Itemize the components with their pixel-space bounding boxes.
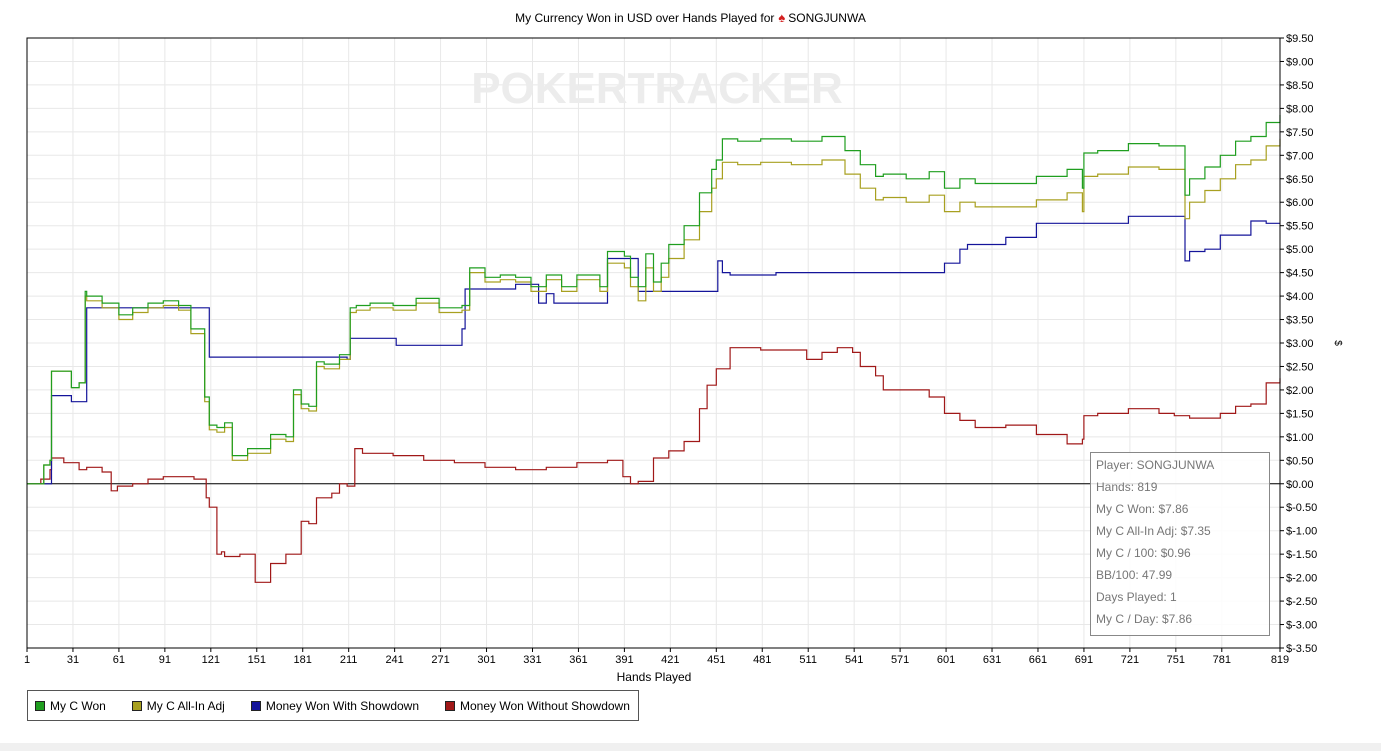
chart-title-text: My Currency Won in USD over Hands Played… [515, 11, 775, 25]
grid [26, 37, 1281, 649]
legend-item: Money Won With Showdown [250, 698, 420, 713]
y-tick-label: $-3.00 [1286, 620, 1317, 632]
x-tick-label: 121 [202, 654, 220, 666]
x-tick-label: 481 [753, 654, 771, 666]
x-tick-label: 541 [845, 654, 863, 666]
y-tick-label: $4.00 [1286, 291, 1314, 303]
legend-swatch [131, 700, 142, 711]
x-tick-label: 691 [1075, 654, 1093, 666]
series-line-my-c-won [27, 115, 1281, 485]
stats-line: My C / Day: $7.86 [1096, 612, 1193, 626]
y-tick-label: $7.00 [1286, 150, 1314, 162]
x-tick-label: 211 [340, 654, 358, 666]
y-tick-label: $4.50 [1286, 268, 1314, 280]
x-tick-label: 271 [431, 654, 449, 666]
stats-line: Hands: 819 [1096, 480, 1158, 494]
y-tick-label: $1.00 [1286, 432, 1314, 444]
x-tick-label: 241 [385, 654, 403, 666]
legend-label: My C Won [50, 698, 106, 713]
series-line-non-showdown [27, 347, 1281, 583]
legend-label: Money Won Without Showdown [460, 698, 630, 713]
watermark: POKERTRACKER [471, 64, 843, 113]
y-tick-label: $5.00 [1286, 244, 1314, 256]
x-tick-label: 1 [24, 654, 30, 666]
legend-swatch [35, 700, 45, 711]
x-tick-label: 421 [661, 654, 679, 666]
legend-item: My C All-In Adj [131, 698, 225, 713]
y-tick-label: $7.50 [1286, 127, 1314, 139]
x-tick-label: 721 [1121, 654, 1139, 666]
stats-line: BB/100: 47.99 [1096, 568, 1173, 582]
x-tick-label: 631 [983, 654, 1001, 666]
y-tick-label: $1.50 [1286, 408, 1314, 420]
legend-item: Money Won Without Showdown [445, 699, 630, 713]
bottom-strip [0, 743, 1381, 751]
y-tick-label: $-3.50 [1286, 643, 1317, 655]
stats-line: My C / 100: $0.96 [1096, 546, 1191, 560]
y-tick-label: $9.00 [1286, 56, 1314, 68]
x-axis-label: Hands Played [617, 670, 692, 684]
x-tick-label: 31 [67, 654, 79, 666]
x-tick-label: 361 [569, 654, 587, 666]
y-tick-label: $8.00 [1286, 103, 1314, 115]
x-tick-label: 751 [1167, 654, 1185, 666]
spade-icon: ♠ [778, 10, 786, 25]
y-tick-label: $6.50 [1286, 174, 1314, 186]
stats-line: My C All-In Adj: $7.35 [1096, 524, 1211, 538]
y-tick-label: $-0.50 [1286, 502, 1317, 514]
legend-swatch [250, 700, 261, 711]
chart-title-player: SONGJUNWA [788, 11, 866, 25]
y-tick-label: $-2.50 [1286, 596, 1317, 608]
y-axis-label: $ [1332, 340, 1343, 346]
chart-title: My Currency Won in USD over Hands Played… [0, 10, 1381, 25]
x-tick-label: 571 [891, 654, 909, 666]
player-stats-box: Player: SONGJUNWA Hands: 819 My C Won: $7.… [1090, 452, 1270, 636]
x-tick-label: 781 [1213, 654, 1231, 666]
y-tick-label: $5.50 [1286, 221, 1314, 233]
legend: My C Won My C All-In Adj Money Won With Sh… [27, 690, 639, 721]
x-tick-label: 511 [799, 654, 817, 666]
x-tick-label: 61 [113, 654, 125, 666]
x-tick-label: 391 [615, 654, 633, 666]
x-tick-label: 451 [707, 654, 725, 666]
stats-line: Days Played: 1 [1096, 590, 1177, 604]
x-tick-label: 819 [1271, 654, 1289, 666]
legend-item: My C Won [35, 699, 106, 713]
y-tick-label: $3.00 [1286, 338, 1314, 350]
y-tick-label: $8.50 [1286, 80, 1314, 92]
series-lines [27, 115, 1281, 583]
x-tick-label: 661 [1029, 654, 1047, 666]
x-tick-label: 181 [294, 654, 312, 666]
x-tick-label: 601 [937, 654, 955, 666]
legend-swatch [445, 700, 456, 711]
series-line-all-in-adj [27, 138, 1281, 485]
y-tick-label: $3.50 [1286, 315, 1314, 327]
legend-label: My C All-In Adj [146, 698, 225, 713]
y-tick-label: $2.00 [1286, 385, 1314, 397]
x-tick-label: 331 [523, 654, 541, 666]
x-tick-label: 151 [248, 654, 266, 666]
y-tick-label: $0.00 [1286, 479, 1314, 491]
stats-line: Player: SONGJUNWA [1096, 458, 1215, 472]
y-tick-label: $2.50 [1286, 361, 1314, 373]
y-tick-label: $6.00 [1286, 197, 1314, 209]
y-tick-label: $0.50 [1286, 455, 1314, 467]
x-tick-label: 91 [159, 654, 171, 666]
y-tick-label: $-1.00 [1286, 526, 1317, 538]
legend-label: Money Won With Showdown [265, 698, 420, 713]
x-tick-label: 301 [477, 654, 495, 666]
y-tick-label: $9.50 [1286, 33, 1314, 45]
y-tick-label: $-1.50 [1286, 549, 1317, 561]
axes: $9.50 $9.00 $8.50 $8.00 $7.50 $7.00 $6.50 $6.00… [24, 33, 1317, 666]
stats-line: My C Won: $7.86 [1096, 502, 1189, 516]
y-tick-label: $-2.00 [1286, 573, 1317, 585]
